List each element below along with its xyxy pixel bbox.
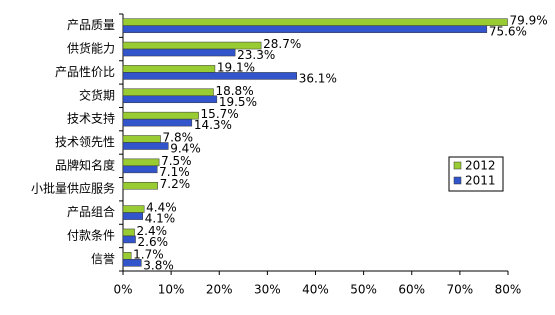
value-label: 9.4% [170, 142, 201, 156]
value-label: 7.8% [163, 131, 194, 145]
value-label: 23.3% [237, 48, 275, 62]
bar [122, 18, 508, 26]
y-tick-label: 产品组合 [67, 204, 115, 219]
legend-label: 2011 [465, 174, 496, 188]
x-tick-label: 50% [350, 283, 377, 297]
legend-swatch [453, 176, 462, 185]
bar [122, 142, 169, 150]
y-tick-label: 技术支持 [67, 111, 115, 126]
bar [122, 88, 214, 97]
x-tick-label: 30% [254, 283, 281, 297]
bar [122, 72, 297, 80]
x-tick-label: 10% [158, 283, 185, 297]
value-label: 4.1% [145, 212, 176, 226]
value-label: 18.8% [215, 84, 253, 98]
value-label: 3.8% [143, 258, 174, 272]
bar [122, 135, 161, 143]
x-tick-label: 40% [302, 283, 329, 297]
value-label: 2.4% [137, 224, 168, 238]
value-label: 7.2% [160, 177, 191, 191]
bar [122, 212, 143, 220]
bar [122, 181, 158, 190]
value-label: 79.9% [510, 14, 548, 28]
y-tick-label: 小批量供应服务 [31, 181, 115, 196]
value-label: 28.7% [263, 37, 301, 51]
value-label: 1.7% [133, 247, 164, 261]
x-tick-label: 20% [206, 283, 233, 297]
bar [122, 228, 135, 237]
bar [122, 235, 136, 244]
value-label: 14.3% [194, 118, 232, 132]
y-tick-label: 信誉 [91, 252, 115, 266]
bar [122, 48, 236, 57]
legend-swatch [453, 161, 462, 170]
bar [122, 205, 145, 213]
bar [122, 259, 142, 267]
y-tick-label: 供货能力 [67, 41, 115, 56]
bar [122, 158, 160, 167]
x-tick-label: 80% [495, 283, 522, 297]
y-tick-label: 付款条件 [67, 228, 115, 242]
value-label: 7.5% [161, 154, 192, 168]
value-label: 4.4% [146, 201, 177, 215]
value-label: 36.1% [299, 71, 337, 85]
y-tick-label: 技术领先性 [55, 135, 115, 149]
bar [122, 252, 132, 260]
x-tick-label: 70% [447, 283, 474, 297]
y-tick-label: 品牌知名度 [55, 157, 115, 172]
value-label: 19.5% [219, 95, 257, 109]
bar [122, 165, 158, 174]
bar [122, 65, 216, 73]
y-tick-label: 产品质量 [67, 18, 115, 32]
bar [122, 118, 193, 127]
value-label: 19.1% [217, 60, 255, 74]
legend-label: 2012 [465, 159, 496, 173]
value-label: 15.7% [201, 107, 239, 121]
value-label: 75.6% [489, 25, 527, 39]
bar [122, 25, 488, 33]
x-tick-label: 0% [113, 283, 132, 297]
value-label: 7.1% [159, 165, 190, 179]
y-tick-label: 产品性价比 [55, 65, 115, 79]
value-label: 2.6% [138, 235, 169, 249]
bar [122, 111, 199, 120]
x-tick-label: 60% [398, 283, 425, 297]
bar [122, 95, 218, 104]
y-tick-label: 交货期 [79, 87, 115, 102]
